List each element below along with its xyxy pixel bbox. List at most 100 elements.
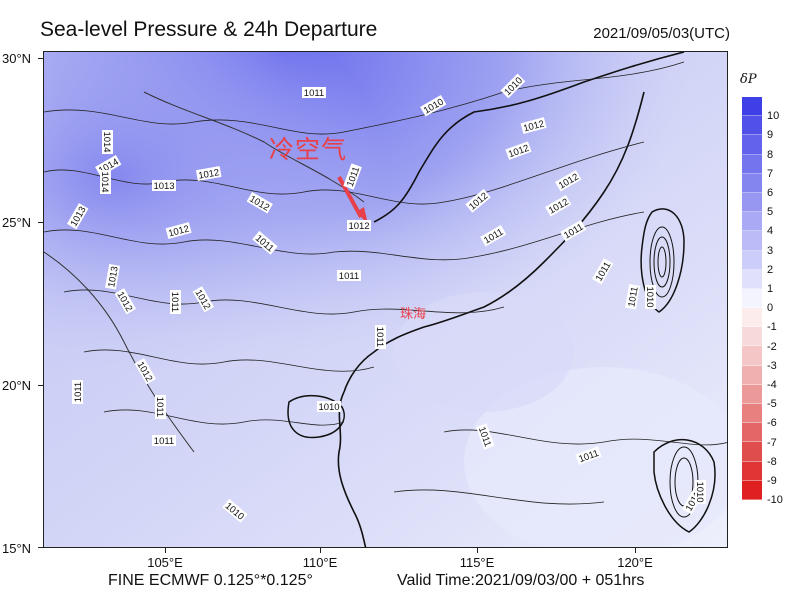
isobar-label: 1010 xyxy=(644,285,656,309)
lon-label-105e: 105°E xyxy=(147,555,183,570)
isobar-label-text: 1011 xyxy=(339,271,359,282)
isobar-label: 1011 xyxy=(337,270,361,282)
isobar-label-text: 1011 xyxy=(169,292,180,312)
legend-swatch xyxy=(742,116,762,136)
legend-level-label: 9 xyxy=(767,129,774,142)
legend-swatch xyxy=(742,442,762,462)
isobar-label: 1013 xyxy=(105,263,121,290)
legend-level-label: 3 xyxy=(767,244,774,257)
lon-tick xyxy=(165,548,166,553)
legend-swatch xyxy=(742,404,762,424)
lon-tick xyxy=(635,548,636,553)
legend-swatch xyxy=(742,173,762,193)
legend-swatch xyxy=(742,288,762,309)
lat-tick xyxy=(38,222,43,223)
isobar-label: 1013 xyxy=(152,180,176,192)
legend-level-label: -6 xyxy=(767,417,777,430)
cold-air-annotation: 冷空气 xyxy=(269,136,348,164)
isobar-label: 1011 xyxy=(152,435,176,447)
city-annotation: 珠海 xyxy=(400,306,427,321)
isobar-label-text: 1011 xyxy=(626,286,640,308)
pressure-map: 1011 1010 1010 1012 1014 1014 1014 1013 1013 1012… xyxy=(43,51,728,548)
isobar-label: 1014 xyxy=(99,170,111,194)
legend-swatch xyxy=(742,384,762,404)
legend-level-label: 8 xyxy=(767,148,774,161)
lat-label-25n: 25°N xyxy=(2,215,32,230)
isobar-label: 1011 xyxy=(374,325,386,349)
coastline-vietnam xyxy=(337,391,367,547)
isobar-label-text: 1010 xyxy=(644,286,655,307)
isobar-label-text: 1014 xyxy=(101,131,112,152)
legend-swatch xyxy=(742,365,762,385)
legend-swatch xyxy=(742,192,762,213)
legend-swatch xyxy=(742,250,762,270)
isobar-label-text: 1013 xyxy=(106,266,121,289)
isobar-contours xyxy=(44,61,727,505)
legend-swatch xyxy=(742,231,762,251)
isobar-label-text: 1011 xyxy=(154,397,165,417)
cold-air-arrowhead xyxy=(356,207,368,224)
legend-swatch xyxy=(742,308,762,328)
legend-level-label: 7 xyxy=(767,167,774,180)
legend-level-label: -5 xyxy=(767,398,777,411)
legend-swatch xyxy=(742,97,762,117)
legend-level-label: -4 xyxy=(767,379,777,391)
cold-air-arrow xyxy=(337,176,363,218)
isobar-label: 1012 xyxy=(520,117,547,135)
isobar-label-text: 1014 xyxy=(99,171,110,192)
legend-level-label: -3 xyxy=(767,359,777,372)
legend-swatch xyxy=(742,346,762,366)
legend-swatch xyxy=(742,461,762,481)
coastline-south-china xyxy=(343,91,645,393)
isobar-label-text: 1010 xyxy=(694,481,705,502)
legend-swatch xyxy=(742,423,762,443)
isobar-label: 1011 xyxy=(72,380,84,404)
legend-swatch xyxy=(742,154,762,174)
lat-label-30n: 30°N xyxy=(2,51,32,66)
model-info: FINE ECMWF 0.125°*0.125° xyxy=(108,572,313,589)
legend-level-label: 5 xyxy=(767,206,774,219)
isobar-label-text: 1012 xyxy=(167,223,190,239)
map-title: Sea-level Pressure & 24h Departure xyxy=(40,18,378,41)
isobar-label-text: 1012 xyxy=(348,221,369,232)
border-line xyxy=(44,251,195,453)
lon-tick xyxy=(477,548,478,553)
isobar-label: 1010 xyxy=(317,401,341,413)
isobar-label: 1012 xyxy=(195,166,222,182)
legend-title: δP xyxy=(740,72,757,87)
hainan-island xyxy=(287,395,345,439)
isobar-label: 1012 xyxy=(347,220,371,232)
luzon-island xyxy=(653,438,716,533)
lon-label-115e: 115°E xyxy=(459,555,495,570)
isobar-label-text: 1012 xyxy=(522,118,545,134)
border-line xyxy=(143,91,365,203)
taiwan-island xyxy=(640,208,685,313)
valid-time: Valid Time:2021/09/03/00 + 051hrs xyxy=(397,572,645,589)
legend-swatch xyxy=(742,327,762,347)
legend-level-label: 6 xyxy=(767,187,774,199)
legend-level-label: 0 xyxy=(767,302,774,315)
isobar-label-text: 1011 xyxy=(304,88,324,99)
legend-swatch xyxy=(742,135,762,155)
legend-level-label: -2 xyxy=(767,340,777,353)
legend-swatch xyxy=(742,212,762,232)
isobar-label: 1010 xyxy=(694,480,706,504)
isobar-label: 1011 xyxy=(302,87,326,99)
legend-colorbar xyxy=(742,97,762,500)
legend-level-label: 10 xyxy=(767,110,780,123)
legend-level-label: -7 xyxy=(767,436,777,449)
legend-swatch xyxy=(742,480,762,500)
isobar-label: 1011 xyxy=(625,283,641,310)
isobar-label-text: 1011 xyxy=(374,327,385,347)
lat-tick xyxy=(38,385,43,386)
coastline-north xyxy=(373,52,685,223)
isobar-label: 1011 xyxy=(169,290,181,314)
legend-level-label: -8 xyxy=(767,455,777,468)
lat-label-15n: 15°N xyxy=(2,541,32,556)
legend-level-label: -10 xyxy=(767,494,783,507)
lon-label-110e: 110°E xyxy=(302,555,338,570)
isobar-label-text: 1010 xyxy=(318,402,339,413)
lat-label-20n: 20°N xyxy=(2,378,32,393)
legend-swatch xyxy=(742,269,762,289)
